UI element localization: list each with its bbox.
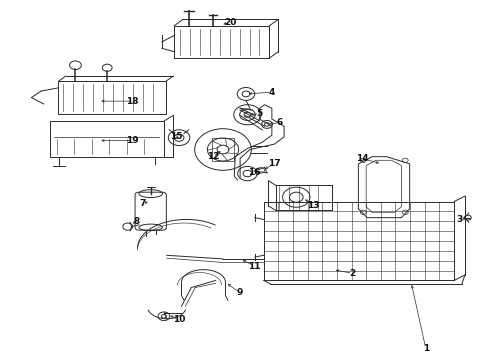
Text: 5: 5 <box>257 109 263 118</box>
Text: 19: 19 <box>126 136 139 145</box>
Text: 10: 10 <box>173 315 185 324</box>
Text: 6: 6 <box>276 118 282 127</box>
Text: 16: 16 <box>248 168 261 177</box>
Text: 11: 11 <box>248 262 261 271</box>
Text: 3: 3 <box>457 215 463 224</box>
Bar <box>264 202 454 280</box>
Text: 1: 1 <box>423 344 429 353</box>
Bar <box>212 138 234 161</box>
Text: 14: 14 <box>356 154 368 163</box>
Text: 4: 4 <box>269 87 275 96</box>
Text: 18: 18 <box>126 96 139 105</box>
Text: 12: 12 <box>207 152 220 161</box>
Text: 20: 20 <box>224 18 237 27</box>
Text: 2: 2 <box>349 269 356 278</box>
Text: 15: 15 <box>171 132 183 141</box>
Bar <box>58 81 166 114</box>
Bar <box>49 121 164 157</box>
Text: 13: 13 <box>307 201 319 210</box>
Text: 8: 8 <box>133 217 140 226</box>
Bar <box>174 26 270 58</box>
Text: 17: 17 <box>268 159 281 168</box>
Text: 9: 9 <box>237 288 244 297</box>
Text: 7: 7 <box>139 199 146 208</box>
